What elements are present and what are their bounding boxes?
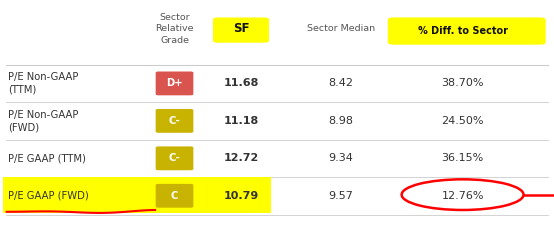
Text: Sector Median: Sector Median bbox=[307, 25, 375, 33]
Text: P/E GAAP (FWD): P/E GAAP (FWD) bbox=[8, 191, 89, 201]
Text: 9.57: 9.57 bbox=[329, 191, 353, 201]
Text: P/E GAAP (TTM): P/E GAAP (TTM) bbox=[8, 153, 86, 163]
Text: C: C bbox=[171, 191, 178, 201]
Text: P/E Non-GAAP
(TTM): P/E Non-GAAP (TTM) bbox=[8, 72, 79, 95]
Text: SF: SF bbox=[233, 22, 249, 35]
FancyBboxPatch shape bbox=[388, 17, 546, 45]
FancyBboxPatch shape bbox=[156, 109, 193, 133]
Text: 8.98: 8.98 bbox=[328, 116, 353, 126]
FancyBboxPatch shape bbox=[156, 146, 193, 170]
FancyBboxPatch shape bbox=[156, 184, 193, 208]
Text: C-: C- bbox=[168, 153, 181, 163]
Text: % Diff. to Sector: % Diff. to Sector bbox=[418, 26, 507, 36]
FancyBboxPatch shape bbox=[213, 17, 269, 43]
Text: C-: C- bbox=[168, 116, 181, 126]
Text: 11.18: 11.18 bbox=[223, 116, 259, 126]
Text: D+: D+ bbox=[166, 78, 183, 89]
Text: 11.68: 11.68 bbox=[223, 78, 259, 89]
Text: 9.34: 9.34 bbox=[329, 153, 353, 163]
Text: 10.79: 10.79 bbox=[223, 191, 259, 201]
Bar bbox=[219, 177, 271, 213]
Text: Sector
Relative
Grade: Sector Relative Grade bbox=[155, 13, 194, 45]
Text: 12.76%: 12.76% bbox=[442, 191, 484, 201]
Text: 8.42: 8.42 bbox=[328, 78, 353, 89]
FancyBboxPatch shape bbox=[156, 72, 193, 95]
Text: 36.15%: 36.15% bbox=[442, 153, 484, 163]
Text: P/E Non-GAAP
(FWD): P/E Non-GAAP (FWD) bbox=[8, 110, 79, 132]
Text: 12.72: 12.72 bbox=[223, 153, 259, 163]
Text: 24.50%: 24.50% bbox=[442, 116, 484, 126]
Text: 38.70%: 38.70% bbox=[442, 78, 484, 89]
Bar bbox=[3, 177, 271, 213]
